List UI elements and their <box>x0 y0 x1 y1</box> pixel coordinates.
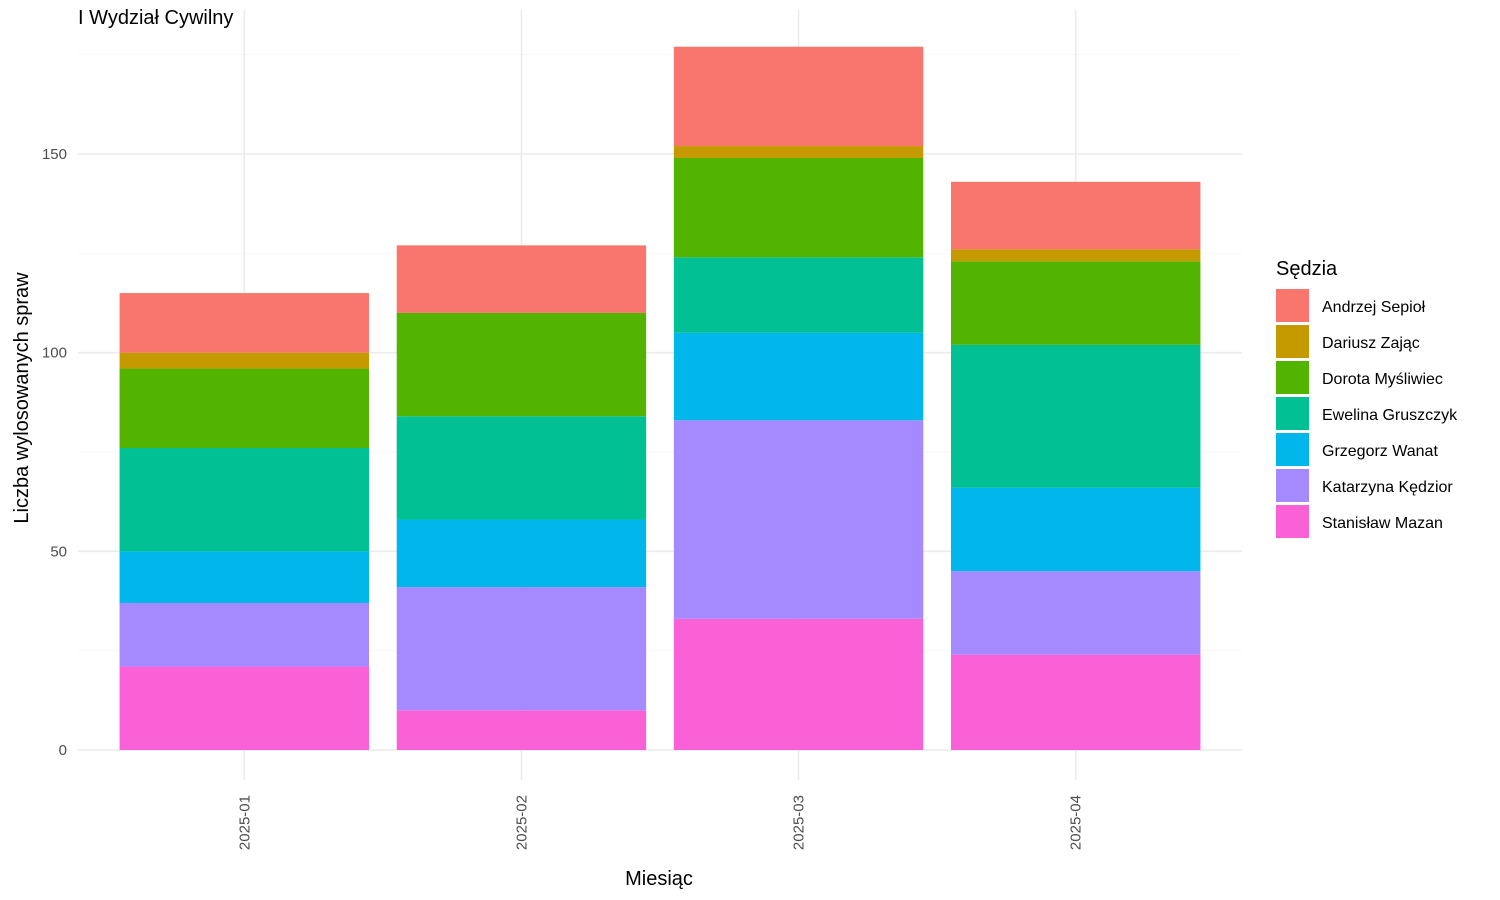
x-tick-label: 2025-03 <box>791 795 808 850</box>
legend-swatch <box>1276 505 1309 538</box>
bar-segment <box>951 181 1201 250</box>
bar-segment <box>119 368 369 449</box>
legend-swatch <box>1276 289 1309 322</box>
legend-label: Stanisław Mazan <box>1322 515 1443 532</box>
bar-segment <box>119 551 369 603</box>
bar-segment <box>673 420 924 619</box>
legend-label: Grzegorz Wanat <box>1322 443 1438 460</box>
x-tick-label: 2025-04 <box>1068 795 1085 850</box>
bar-segment <box>673 257 924 333</box>
legend-swatch <box>1276 361 1309 394</box>
y-tick-label: 100 <box>42 345 67 362</box>
legend-swatch <box>1276 397 1309 430</box>
bar-segment <box>673 146 924 158</box>
bar-segment <box>119 352 369 369</box>
bar-segment <box>951 249 1201 262</box>
legend: Sędzia Andrzej Sepioł Dariusz Zając Dorota… <box>1276 258 1458 538</box>
legend-label: Andrzej Sepioł <box>1322 299 1426 316</box>
bar-segment <box>119 448 369 552</box>
legend-label: Dorota Myśliwiec <box>1322 371 1443 388</box>
bar-segment <box>396 710 647 750</box>
y-axis-title: Liczba wylosowanych spraw <box>11 272 33 524</box>
x-tick-label: 2025-01 <box>236 795 253 850</box>
bar-segment <box>119 293 369 353</box>
bar-segment <box>673 332 924 421</box>
bar-segment <box>951 344 1201 488</box>
bar-segment <box>119 602 369 667</box>
bar-segment <box>673 46 924 147</box>
bar-segment <box>119 666 369 750</box>
bar-segment <box>673 157 924 258</box>
chart-title: I Wydział Cywilny <box>78 7 234 29</box>
y-tick-label: 50 <box>50 543 67 560</box>
legend-label: Dariusz Zając <box>1322 335 1420 352</box>
bar-segment <box>396 245 647 313</box>
legend-swatch <box>1276 433 1309 466</box>
bar-segment <box>396 587 647 711</box>
y-axis-ticks: 0 50 100 150 <box>42 146 67 759</box>
x-axis-title: Miesiąc <box>625 868 693 890</box>
legend-swatch <box>1276 325 1309 358</box>
y-tick-label: 150 <box>42 146 67 163</box>
y-tick-label: 0 <box>59 742 67 759</box>
bar-segment <box>951 654 1201 750</box>
bar-segment <box>951 571 1201 655</box>
bar-segment <box>396 416 647 520</box>
x-axis-ticks: 2025-01 2025-02 2025-03 2025-04 <box>236 795 1084 850</box>
bar-segment <box>396 312 647 417</box>
bar-segment <box>951 487 1201 572</box>
bars <box>119 46 1201 750</box>
legend-label: Katarzyna Kędzior <box>1322 479 1453 496</box>
legend-label: Ewelina Gruszczyk <box>1322 407 1458 424</box>
bar-segment <box>951 261 1201 345</box>
legend-swatch <box>1276 469 1309 502</box>
legend-title: Sędzia <box>1276 258 1338 280</box>
bar-segment <box>396 519 647 588</box>
x-tick-label: 2025-02 <box>513 795 530 850</box>
bar-segment <box>673 618 924 750</box>
